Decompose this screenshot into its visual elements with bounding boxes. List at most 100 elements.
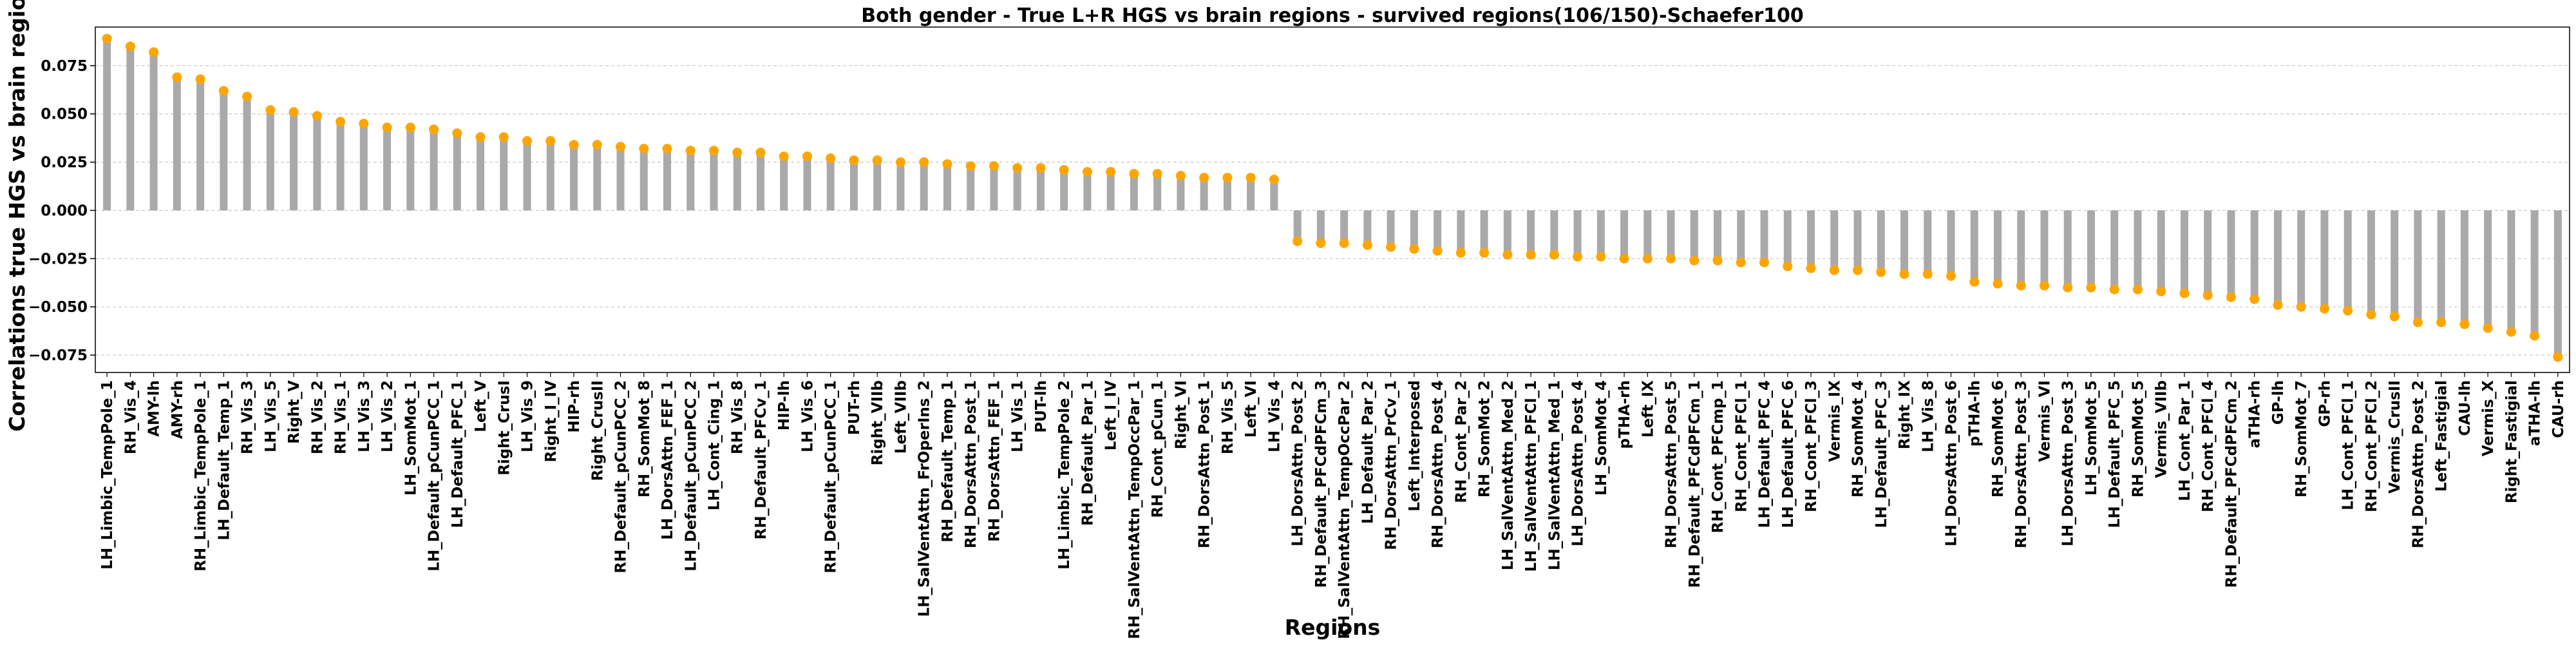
- bar: [1223, 177, 1231, 211]
- data-point: [2273, 300, 2283, 310]
- x-tick-label: LH_Cont_Cing_1: [706, 380, 723, 510]
- y-tick-label: −0.025: [28, 251, 88, 267]
- x-tick-label: RH_DorsAttn_FEF_1: [986, 380, 1003, 542]
- x-tick-label: HIP-rh: [566, 380, 583, 433]
- x-tick-label: aTHA-lh: [2527, 380, 2544, 446]
- bar: [896, 162, 905, 211]
- data-point: [592, 140, 602, 150]
- data-point: [849, 155, 859, 166]
- x-tick-label: RH_DorsAttn_Post_3: [2013, 380, 2030, 548]
- x-tick-label: Right_VIIb: [869, 380, 886, 465]
- data-point: [919, 157, 929, 168]
- x-tick-label: RH_Cont_pCun_1: [1150, 380, 1166, 518]
- x-tick-label: RH_Cont_PFCl_2: [2363, 380, 2380, 512]
- bar: [1760, 210, 1768, 263]
- data-point: [382, 122, 392, 133]
- bar: [1410, 210, 1418, 249]
- data-point: [1199, 173, 1209, 183]
- bar: [1083, 171, 1092, 211]
- data-point: [1573, 251, 1583, 262]
- bar: [1970, 210, 1978, 282]
- data-point: [498, 132, 509, 142]
- bar: [1900, 210, 1909, 275]
- data-point: [1386, 242, 1396, 252]
- data-point: [2366, 309, 2376, 320]
- x-tick-label: LH_SomMot_5: [2083, 380, 2100, 496]
- bar: [1060, 169, 1068, 211]
- data-point: [405, 122, 415, 133]
- x-tick-label: LH_DorsAttn_Post_2: [1290, 380, 1307, 546]
- data-point: [1269, 175, 1279, 185]
- bar: [593, 144, 601, 211]
- bar: [1387, 210, 1395, 247]
- data-point: [2296, 302, 2306, 312]
- bar: [2017, 210, 2025, 286]
- y-tick-label: 0.025: [41, 155, 88, 171]
- x-tick-label: LH_Cont_PFCl_1: [2340, 380, 2357, 510]
- data-point: [1806, 263, 1816, 273]
- data-point: [1899, 269, 1909, 279]
- x-tick-label: LH_Cont_Par_1: [2177, 380, 2193, 501]
- bar: [733, 152, 741, 211]
- data-point: [965, 161, 976, 171]
- x-tick-label: Right_I_IV: [543, 380, 560, 463]
- x-tick-label: RH_Vis_5: [1220, 380, 1236, 454]
- data-point: [1479, 247, 1490, 258]
- data-point: [1829, 265, 1839, 275]
- bar: [803, 156, 811, 211]
- data-point: [1526, 249, 1536, 260]
- bar: [2227, 210, 2235, 298]
- bar: [2484, 210, 2492, 329]
- y-tick-label: −0.075: [28, 347, 88, 364]
- x-tick-label: LH_Vis_2: [379, 380, 396, 452]
- x-tick-label: RH_SalVentAttn_TempOccPar_2: [1336, 380, 1353, 639]
- data-point: [1946, 271, 1956, 281]
- bar: [1667, 210, 1675, 259]
- data-point: [1106, 167, 1116, 177]
- x-tick-label: LH_Default_PFC_3: [1873, 380, 1890, 528]
- bar: [266, 110, 274, 211]
- bar: [2040, 210, 2049, 286]
- x-tick-label: RH_SalVentAttn_TempOccPar_1: [1126, 380, 1143, 639]
- bar: [173, 77, 181, 211]
- data-point: [1316, 238, 1326, 248]
- data-point: [872, 155, 882, 166]
- x-tick-label: LH_Limbic_TempPole_2: [1056, 380, 1073, 570]
- bar: [1573, 210, 1582, 257]
- bar: [1434, 210, 1442, 251]
- plot-frame: [95, 26, 2570, 373]
- x-tick-label: LH_Vis_5: [263, 380, 279, 452]
- data-point: [709, 146, 719, 156]
- data-point: [1969, 276, 1980, 287]
- data-point: [1922, 269, 1933, 279]
- bar: [1620, 210, 1629, 259]
- x-tick-label: LH_DorsAttn_Post_4: [1570, 380, 1587, 546]
- x-tick-label: RH_SomMot_2: [1477, 380, 1493, 497]
- x-tick-label: RH_Default_PFCdPFCm_3: [1313, 380, 1330, 588]
- x-tick-label: LH_Default_PFC_6: [1780, 380, 1797, 528]
- x-tick-label: pTHA-lh: [1967, 380, 1984, 447]
- x-tick-label: GP-lh: [2270, 380, 2287, 425]
- data-point: [1642, 253, 1653, 264]
- data-point: [1339, 238, 1349, 248]
- bar: [1527, 210, 1535, 255]
- data-point: [1409, 244, 1419, 254]
- data-point: [2389, 311, 2400, 322]
- bar: [2063, 210, 2072, 288]
- x-tick-label: LH_Default_PFC_4: [1757, 380, 1774, 528]
- data-point: [1036, 163, 1046, 173]
- bar: [1153, 173, 1162, 211]
- markers: [102, 34, 2563, 362]
- x-tick-label: Left_IX: [1640, 380, 1656, 438]
- data-point: [1012, 163, 1023, 173]
- bar: [1013, 168, 1021, 211]
- x-tick-label: Right_V: [286, 380, 303, 444]
- x-tick-label: Vermis_X: [2480, 380, 2497, 457]
- bar: [2344, 210, 2352, 311]
- x-tick-label: Left_Fastigial: [2434, 380, 2450, 492]
- data-point: [1619, 253, 1629, 264]
- x-tick-label: RH_SomMot_6: [1990, 380, 2007, 497]
- x-tick-label: RH_DorsAttn_Post_1: [963, 380, 980, 548]
- bar: [1877, 210, 1885, 273]
